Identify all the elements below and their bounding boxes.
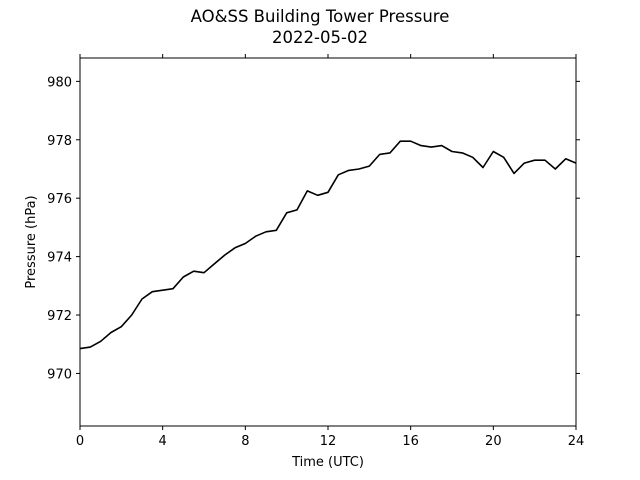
y-axis: 970 972 974 976 978 980 [47,75,580,382]
y-tick-label: 978 [47,134,72,149]
pressure-series-line [79,140,577,350]
plot-area-frame [79,57,577,427]
x-tick-label: 4 [159,434,167,449]
chart-subtitle: 2022-05-02 [272,28,368,47]
y-tick-label: 970 [47,367,72,382]
x-tick-label: 0 [76,434,84,449]
y-tick-label: 972 [47,309,72,324]
x-tick-label: 8 [241,434,249,449]
y-tick-label: 980 [47,75,72,90]
y-tick-label: 976 [47,192,72,207]
x-axis: 0 4 8 12 16 20 24 [76,54,584,449]
x-axis-label: Time (UTC) [291,455,364,470]
y-tick-label: 974 [47,251,72,266]
x-tick-label: 24 [568,434,585,449]
x-tick-label: 20 [485,434,502,449]
x-tick-label: 12 [320,434,337,449]
y-axis-label: Pressure (hPa) [24,195,39,288]
chart-title: AO&SS Building Tower Pressure [190,7,450,26]
x-tick-label: 16 [402,434,419,449]
